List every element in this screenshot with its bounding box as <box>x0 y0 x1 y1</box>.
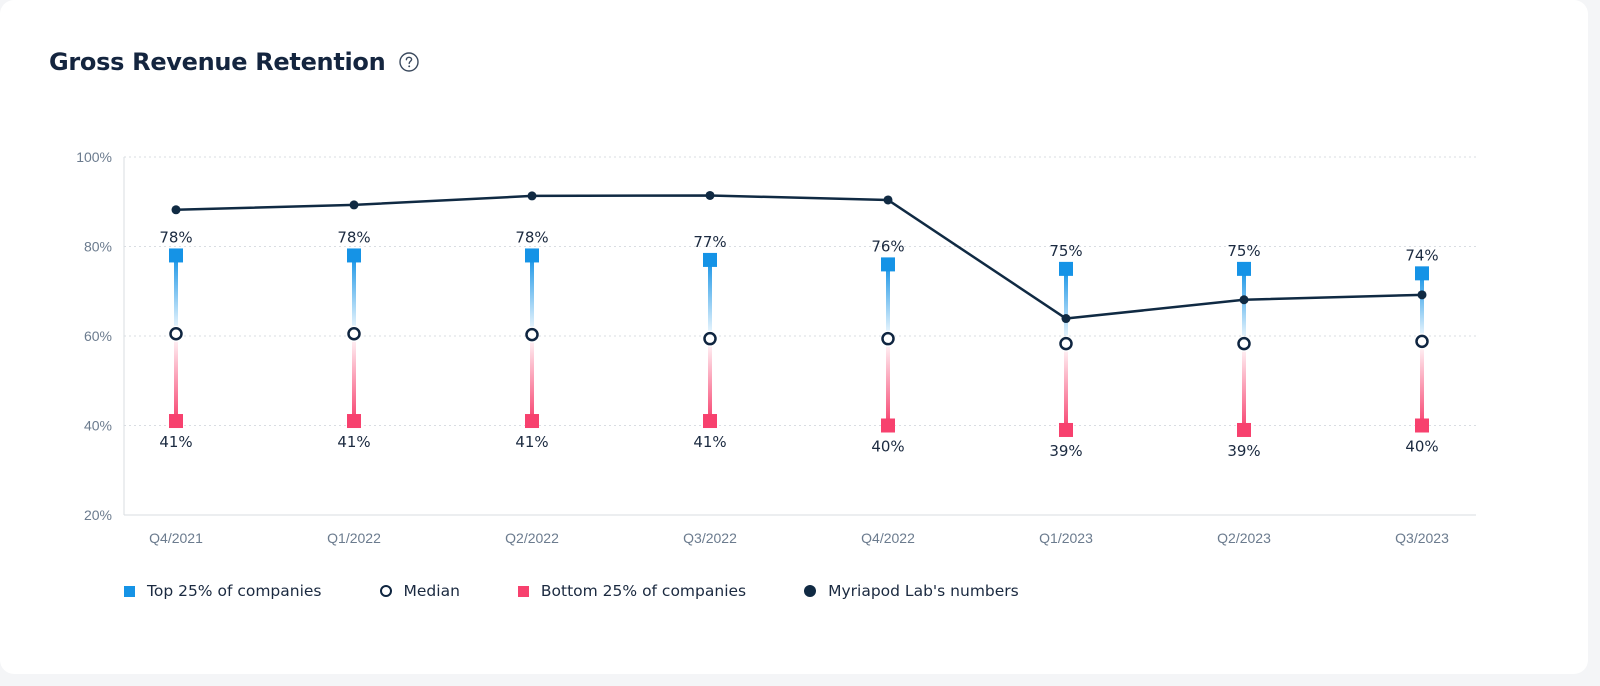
legend-swatch-top <box>124 585 135 597</box>
x-tick-label: Q2/2022 <box>505 530 559 546</box>
x-tick-label: Q3/2023 <box>1395 530 1449 546</box>
retention-chart: 20% 40% 60% 80% 100% Q4/2021 Q1/2022 Q2/2022 Q3/… <box>76 149 1476 546</box>
bottom-25-marker <box>347 414 361 429</box>
company-point <box>705 190 715 200</box>
company-point <box>1061 314 1071 324</box>
bottom-whisker <box>1420 349 1424 426</box>
legend-swatch-bottom <box>517 585 529 597</box>
top-25-marker <box>1237 261 1251 276</box>
median-marker <box>1237 336 1251 351</box>
top-whisker <box>886 264 890 331</box>
company-point <box>1239 295 1249 305</box>
bottom-25-marker <box>703 414 717 429</box>
top-25-marker <box>703 252 717 267</box>
legend-item-company[interactable]: Myriapod Lab's numbers <box>804 582 1019 600</box>
y-tick-label: 100% <box>76 149 112 165</box>
bottom-25-marker <box>525 414 539 429</box>
legend-label-median: Median <box>403 582 460 600</box>
y-tick-label: 60% <box>84 328 112 344</box>
bottom-25-value-label: 39% <box>1049 442 1082 460</box>
legend-swatch-median <box>379 585 392 597</box>
top-25-marker <box>1059 261 1073 276</box>
bottom-25-marker <box>881 418 895 433</box>
bottom-25-marker <box>1237 422 1251 437</box>
company-point <box>1417 290 1427 300</box>
company-point <box>171 205 181 215</box>
top-whisker <box>530 255 534 327</box>
x-tick-label: Q3/2022 <box>683 530 737 546</box>
top-25-marker <box>1415 266 1429 281</box>
bottom-25-value-label: 40% <box>1405 438 1438 456</box>
company-point <box>527 191 537 201</box>
bottom-25-marker <box>1059 422 1073 437</box>
bottom-whisker <box>530 342 534 422</box>
x-tick-label: Q1/2023 <box>1039 530 1093 546</box>
bottom-25-value-label: 41% <box>515 433 548 451</box>
top-25-value-label: 74% <box>1405 246 1438 264</box>
median-marker <box>347 327 361 341</box>
top-whisker <box>1064 268 1068 336</box>
bottom-whisker <box>708 346 712 422</box>
legend: Top 25% of companies Median Bottom 25% o… <box>124 582 1077 600</box>
top-25-value-label: 75% <box>1049 242 1082 260</box>
median-marker <box>525 327 539 342</box>
top-25-marker <box>525 248 539 263</box>
bottom-25-value-label: 39% <box>1227 442 1260 460</box>
top-25-value-label: 78% <box>515 228 548 246</box>
bottom-whisker <box>174 341 178 422</box>
chart-card: Gross Revenue Retention 20% 40% 60% 80% 100%… <box>0 0 1588 674</box>
x-tick-label: Q1/2022 <box>327 530 381 546</box>
x-tick-label: Q4/2022 <box>861 530 915 546</box>
top-25-value-label: 75% <box>1227 242 1260 260</box>
legend-label-bottom: Bottom 25% of companies <box>540 582 747 600</box>
legend-label-top: Top 25% of companies <box>147 582 322 600</box>
company-point <box>349 200 359 210</box>
top-25-marker <box>169 248 183 263</box>
top-25-marker <box>881 257 895 272</box>
bottom-whisker <box>352 341 356 422</box>
bottom-25-value-label: 41% <box>693 433 726 451</box>
median-marker <box>881 331 895 346</box>
top-25-value-label: 77% <box>693 233 726 251</box>
bottom-25-value-label: 40% <box>871 438 904 456</box>
bottom-25-value-label: 41% <box>337 433 370 451</box>
header: Gross Revenue Retention <box>49 48 420 76</box>
top-25-marker <box>347 248 361 263</box>
company-point <box>883 195 893 205</box>
bottom-whisker <box>1064 351 1068 430</box>
legend-item-top[interactable]: Top 25% of companies <box>124 582 322 600</box>
company-line <box>175 194 1423 320</box>
top-whisker <box>174 255 178 326</box>
legend-swatch-company <box>804 585 817 597</box>
top-whisker <box>1420 273 1424 334</box>
top-whisker <box>352 255 356 326</box>
x-tick-label: Q2/2023 <box>1217 530 1271 546</box>
median-marker <box>1415 334 1429 349</box>
top-25-value-label: 78% <box>159 228 192 246</box>
y-tick-label: 80% <box>84 239 112 255</box>
bottom-25-marker <box>1415 418 1429 433</box>
top-25-value-label: 78% <box>337 228 370 246</box>
question-circle-icon[interactable] <box>399 52 420 72</box>
bottom-whisker <box>1242 351 1246 430</box>
x-tick-label: Q4/2021 <box>149 530 203 546</box>
legend-item-median[interactable]: Median <box>379 582 460 600</box>
top-25-value-label: 76% <box>871 237 904 255</box>
median-marker <box>1059 336 1073 351</box>
legend-label-company: Myriapod Lab's numbers <box>828 582 1019 600</box>
bottom-25-marker <box>169 414 183 429</box>
median-marker <box>169 327 183 341</box>
median-marker <box>703 331 717 346</box>
y-tick-label: 20% <box>84 507 112 523</box>
legend-item-bottom[interactable]: Bottom 25% of companies <box>517 582 747 600</box>
bottom-25-value-label: 41% <box>159 433 192 451</box>
y-tick-label: 40% <box>84 418 112 434</box>
bottom-whisker <box>886 346 890 426</box>
page-title: Gross Revenue Retention <box>49 48 386 76</box>
top-whisker <box>708 259 712 331</box>
